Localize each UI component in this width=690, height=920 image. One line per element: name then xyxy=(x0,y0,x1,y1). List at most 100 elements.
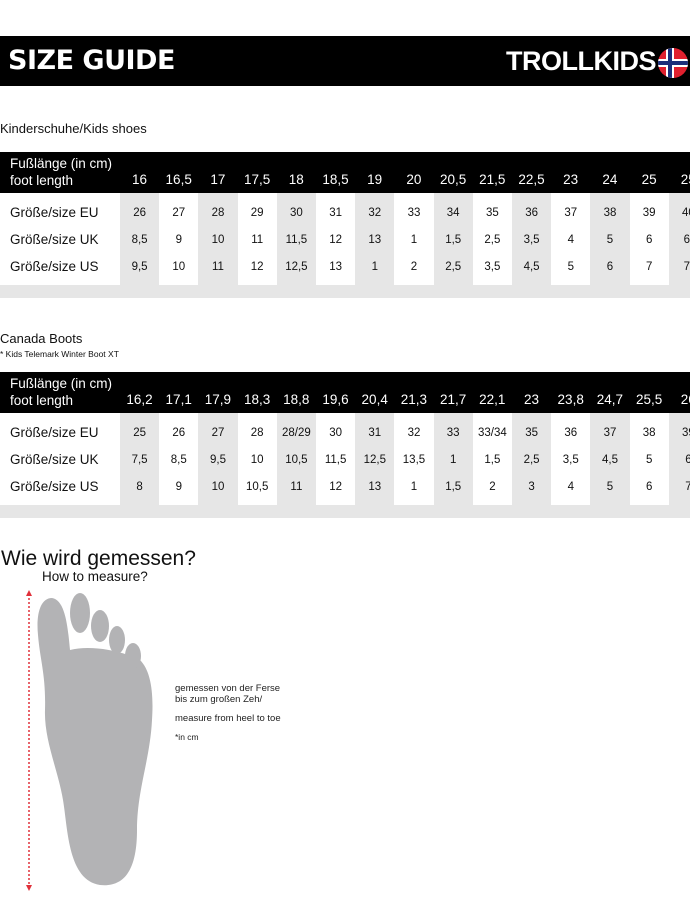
foot-icon xyxy=(37,593,153,886)
arrow-head-top-icon xyxy=(26,590,32,596)
foot-length-cell: 16,5 xyxy=(165,172,192,187)
size-cell: 37 xyxy=(564,207,578,219)
foot-length-label: Fußlänge (in cm) foot length xyxy=(10,155,112,189)
row-label: Größe/size UK xyxy=(10,452,99,467)
size-cell: 10 xyxy=(172,261,186,273)
size-cell: 5 xyxy=(567,261,574,273)
table-footer-strip xyxy=(0,285,690,298)
size-cell: 40 xyxy=(681,207,690,219)
table-column xyxy=(433,193,473,285)
foot-length-cell: 17,5 xyxy=(243,172,271,187)
arrow-head-bottom-icon xyxy=(26,885,32,891)
size-cell: 28 xyxy=(250,427,264,439)
table-column xyxy=(355,413,395,505)
table-body: Größe/size EU 25 26 27 28 28/29 30 31 32 33 33/34 3… xyxy=(0,413,690,505)
row-label: Größe/size UK xyxy=(10,232,99,247)
brand-logo: TROLLKIDS xyxy=(506,46,657,76)
size-cell: 2,5 xyxy=(484,234,501,246)
foot-length-cell: 25 xyxy=(641,172,657,187)
size-cell: 7, xyxy=(683,261,690,273)
foot-length-cell: 21,7 xyxy=(439,392,467,407)
foot-length-cell: 23 xyxy=(523,392,540,407)
size-cell: 39 xyxy=(642,207,656,219)
size-cell: 28/29 xyxy=(282,427,311,439)
foot-length-cell: 26 xyxy=(680,392,690,407)
size-cell: 11 xyxy=(212,261,224,273)
table-column xyxy=(198,413,238,505)
size-cell: 13 xyxy=(368,234,382,246)
size-cell: 1,5 xyxy=(484,454,501,466)
measure-text-de-2: bis zum großen Zeh/ xyxy=(175,694,263,705)
row-label: Größe/size US xyxy=(10,259,99,274)
size-cell: 31 xyxy=(368,427,382,439)
table-footer-strip xyxy=(0,505,690,518)
size-cell: 28 xyxy=(211,207,225,219)
foot-length-cell: 17,9 xyxy=(204,392,232,407)
table-column xyxy=(355,193,395,285)
header-label-en: foot length xyxy=(10,173,74,188)
table-header: Fußlänge (in cm) foot length 16 16,5 17 17,5 1… xyxy=(0,152,690,193)
size-cell: 3,5 xyxy=(484,261,501,273)
foot-length-cell: 23 xyxy=(563,172,579,187)
size-cell: 9 xyxy=(175,481,182,493)
size-cell: 26 xyxy=(172,427,186,439)
size-cell: 1 xyxy=(410,481,418,493)
size-cell: 27 xyxy=(172,207,186,219)
size-cell: 5 xyxy=(606,234,614,246)
table-body: Größe/size EU 26 27 28 29 30 31 32 33 34 35 36 37 38 3… xyxy=(0,193,690,285)
size-cell: 7 xyxy=(645,261,653,273)
table-column xyxy=(668,193,690,285)
row-label: Größe/size US xyxy=(10,479,99,494)
table-column xyxy=(590,413,630,505)
size-cell: 9,5 xyxy=(131,261,148,273)
size-cell: 12,5 xyxy=(285,261,308,273)
size-cell: 3,5 xyxy=(562,454,579,466)
header-label-en: foot length xyxy=(10,393,74,408)
size-cell: 34 xyxy=(446,207,460,219)
size-cell: 30 xyxy=(329,427,342,439)
size-cell: 10,5 xyxy=(285,454,308,466)
foot-length-cell: 20,5 xyxy=(439,172,467,187)
size-cell: 3,5 xyxy=(523,234,540,246)
measure-subtitle: How to measure? xyxy=(42,569,148,584)
table-column xyxy=(120,413,160,505)
size-cell: 2 xyxy=(489,481,496,493)
size-cell: 4,5 xyxy=(601,454,618,466)
size-cell: 4 xyxy=(567,234,574,246)
size-cell: 11 xyxy=(290,481,303,493)
foot-length-cell: 19 xyxy=(367,172,383,187)
foot-length-cell: 18 xyxy=(288,172,304,187)
size-cell: 9 xyxy=(175,234,182,246)
size-cell: 12 xyxy=(329,481,342,493)
size-cell: 5 xyxy=(645,454,653,466)
header-label-de: Fußlänge (in cm) xyxy=(10,156,113,171)
size-cell: 11,5 xyxy=(285,234,308,246)
size-table-canada-boots: Fußlänge (in cm) foot length 16,2 17,1 17,9 1… xyxy=(0,372,690,518)
size-cell: 37 xyxy=(603,427,617,439)
size-cell: 39 xyxy=(681,427,690,439)
size-cell: 2 xyxy=(410,261,418,273)
table-column xyxy=(512,413,552,505)
size-cell: 10 xyxy=(211,481,225,493)
foot-length-cell: 18,3 xyxy=(243,392,271,407)
size-cell: 5 xyxy=(606,481,614,493)
foot-illustration xyxy=(26,590,153,891)
size-cell: 6 xyxy=(606,261,614,273)
size-cell: 6 xyxy=(685,454,690,466)
size-cell: 25 xyxy=(133,427,146,439)
size-cell: 33/34 xyxy=(478,427,507,439)
size-cell: 6 xyxy=(645,481,653,493)
section-heading-canada-boots: Canada Boots xyxy=(0,331,83,346)
foot-length-cell: 19,6 xyxy=(322,392,349,407)
size-cell: 7 xyxy=(685,481,690,493)
foot-length-cell: 17,1 xyxy=(165,392,192,407)
row-label: Größe/size EU xyxy=(10,205,99,220)
size-cell: 3 xyxy=(528,481,535,493)
table-column xyxy=(590,193,630,285)
size-cell: 32 xyxy=(368,207,382,219)
foot-length-cell: 20,4 xyxy=(361,392,388,407)
size-cell: 35 xyxy=(485,207,499,219)
foot-length-cell: 16 xyxy=(131,172,148,187)
table-column xyxy=(433,413,473,505)
table-column xyxy=(512,193,552,285)
